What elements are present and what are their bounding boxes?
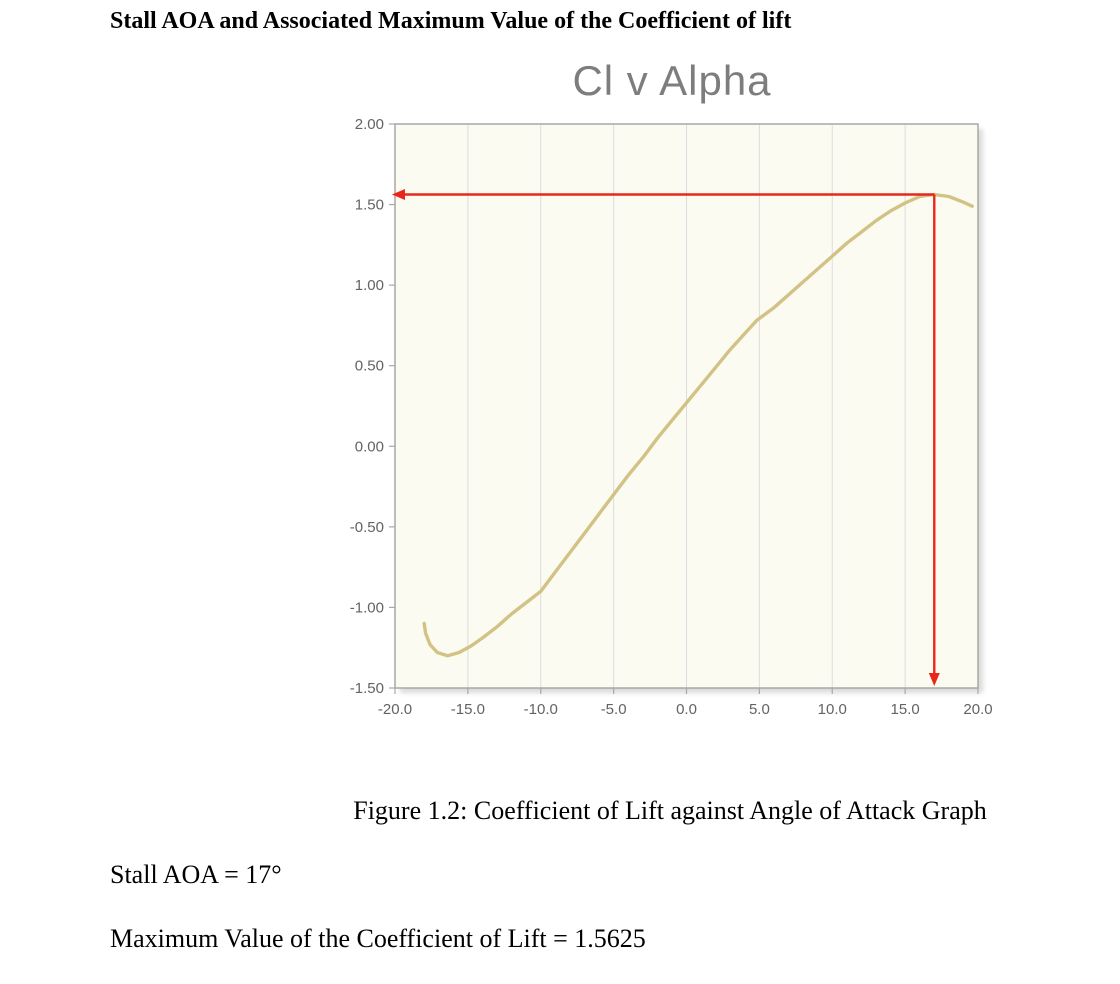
cl-curve bbox=[422, 192, 974, 658]
cl-alpha-chart: Cl v Alpha 2.00 1.50 1.00 0.50 0.00 -0.50 -1.0… bbox=[322, 52, 1022, 758]
figure-caption: Figure 1.2: Coefficient of Lift against … bbox=[353, 796, 987, 825]
x-tick-label: -5.0 bbox=[601, 701, 627, 718]
clmax-arrowhead bbox=[392, 189, 405, 200]
stall-aoa-result: Stall AOA = 17° bbox=[110, 860, 282, 889]
cl-max-result: Maximum Value of the Coefficient of Lift… bbox=[110, 924, 646, 953]
x-tick-label: -15.0 bbox=[451, 701, 485, 718]
y-tick-label: -1.50 bbox=[350, 680, 384, 697]
cl-alpha-plot-area: 2.00 1.50 1.00 0.50 0.00 -0.50 -1.00 -1.50 -20.0… bbox=[350, 116, 993, 718]
x-tick-label: 5.0 bbox=[749, 701, 770, 718]
x-tick-label: 15.0 bbox=[891, 701, 920, 718]
y-tick-label: 1.50 bbox=[355, 197, 384, 214]
y-tick-label: 1.00 bbox=[355, 277, 384, 294]
x-tick-label: -20.0 bbox=[378, 701, 412, 718]
x-tick-label: -10.0 bbox=[524, 701, 558, 718]
y-axis-labels: 2.00 1.50 1.00 0.50 0.00 -0.50 -1.00 -1.50 bbox=[350, 116, 384, 697]
y-tick-label: 0.50 bbox=[355, 358, 384, 375]
stall-annotations bbox=[392, 189, 940, 686]
x-tick-label: 0.0 bbox=[676, 701, 697, 718]
x-axis-labels: -20.0 -15.0 -10.0 -5.0 0.0 5.0 10.0 15.0 20.0 bbox=[378, 701, 993, 718]
y-tick-label: 2.00 bbox=[355, 116, 384, 133]
page-title: Stall AOA and Associated Maximum Value o… bbox=[110, 8, 792, 34]
y-tick-label: -0.50 bbox=[350, 519, 384, 536]
x-tick-label: 20.0 bbox=[963, 701, 992, 718]
y-tick-label: 0.00 bbox=[355, 438, 384, 455]
y-tick-label: -1.00 bbox=[350, 599, 384, 616]
chart-title: Cl v Alpha bbox=[572, 57, 772, 104]
gridlines bbox=[467, 124, 906, 688]
tick-marks bbox=[389, 123, 979, 694]
stall-aoa-arrowhead bbox=[928, 673, 940, 686]
x-tick-label: 10.0 bbox=[818, 701, 847, 718]
